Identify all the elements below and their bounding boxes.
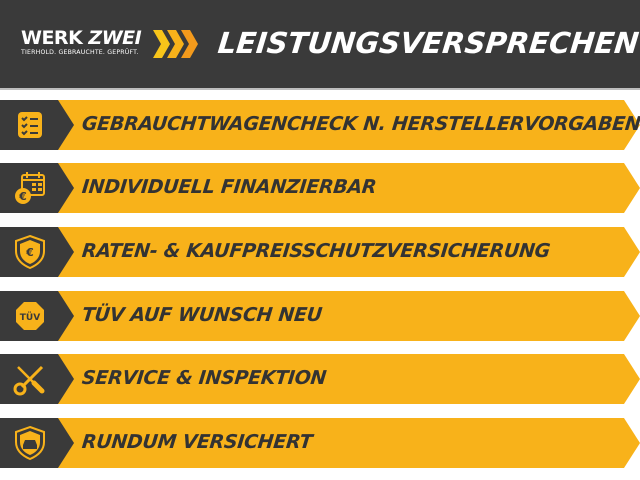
list-item: € RATEN- & KAUFPREISSCHUTZVERSICHERUNG [0,227,640,277]
list-item: GEBRAUCHTWAGENCHECK N. HERSTELLERVORGABE… [0,100,640,150]
chevrons-icon [153,30,198,58]
logo-tagline: TIERHOLD. GEBRAUCHTE. GEPRÜFT. [21,49,139,56]
list-item: SERVICE & INSPEKTION [0,354,640,404]
svg-text:€: € [18,190,27,203]
logo-wordmark: WERK ZWEI [21,27,142,49]
shield-car-icon [15,425,45,461]
item-label: INDIVIDUELL FINANZIERBAR [80,176,378,198]
item-label: TÜV AUF WUNSCH NEU [80,304,324,326]
svg-text:€: € [25,246,34,259]
item-label: RUNDUM VERSICHERT [80,431,314,453]
list-item: RUNDUM VERSICHERT [0,418,640,468]
item-label: GEBRAUCHTWAGENCHECK N. HERSTELLERVORGABE… [80,113,640,135]
checklist-icon [18,112,42,138]
list-item: TÜV TÜV AUF WUNSCH NEU [0,291,640,341]
shield-euro-icon: € [15,234,45,270]
item-label: RATEN- & KAUFPREISSCHUTZVERSICHERUNG [80,240,552,262]
item-label: SERVICE & INSPEKTION [80,367,328,389]
svg-text:TÜV: TÜV [20,312,40,323]
tuv-badge-icon: TÜV [16,302,44,330]
page-title: LEISTUNGSVERSPRECHEN [216,26,640,60]
list-item: € INDIVIDUELL FINANZIERBAR [0,163,640,213]
logo[interactable]: WERK ZWEI TIERHOLD. GEBRAUCHTE. GEPRÜFT. [21,27,142,56]
header: WERK ZWEI TIERHOLD. GEBRAUCHTE. GEPRÜFT.… [0,0,640,90]
tools-icon [13,365,45,396]
calendar-euro-icon: € [15,172,45,204]
